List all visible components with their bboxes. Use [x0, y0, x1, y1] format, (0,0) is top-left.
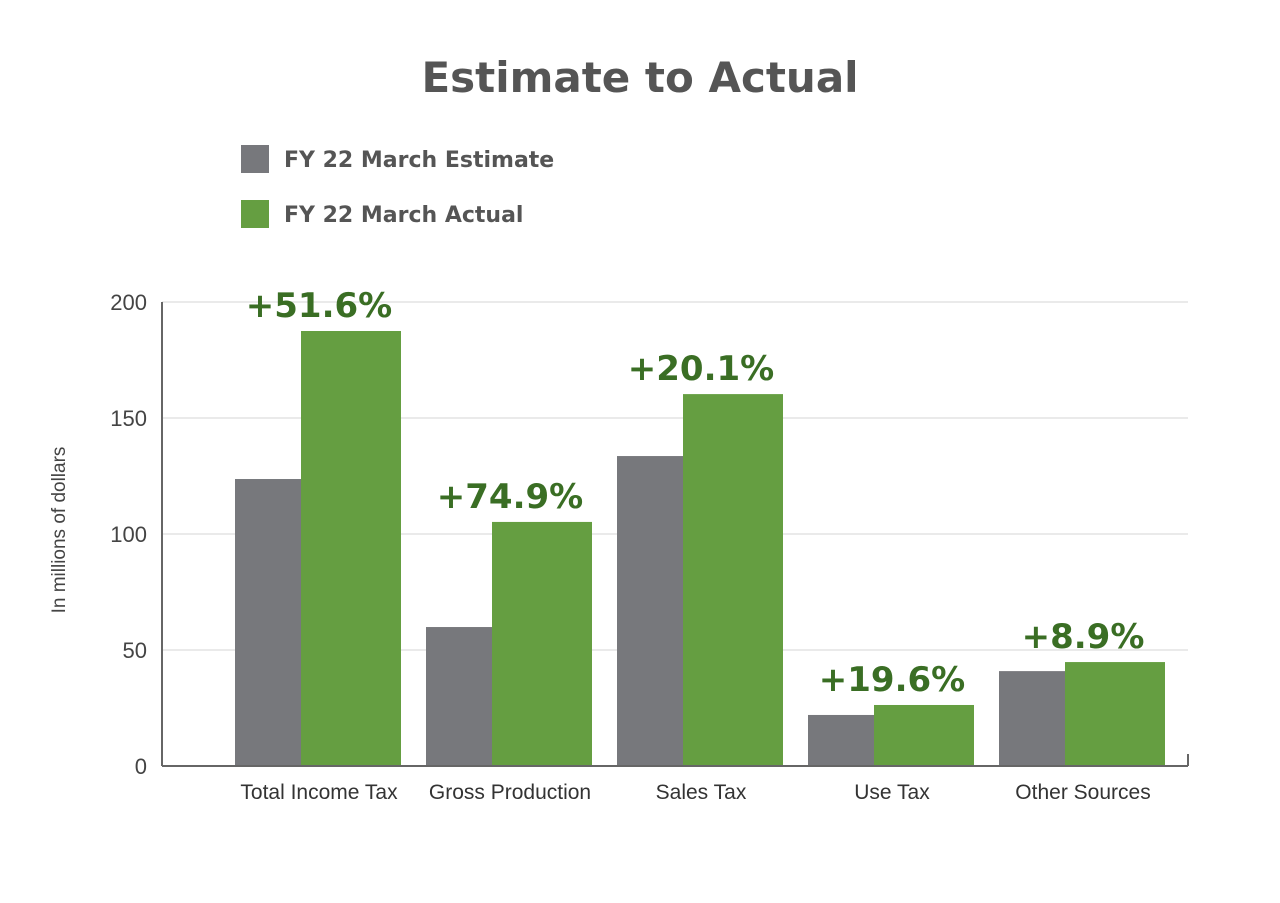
bar-estimate: [617, 456, 683, 766]
x-tick-label: Other Sources: [1015, 781, 1150, 804]
bar-actual: [492, 521, 592, 766]
bar-actual: [874, 704, 974, 766]
pct-change-label: +20.1%: [628, 349, 774, 389]
pct-change-label: +19.6%: [819, 660, 965, 700]
bar-actual: [1065, 662, 1165, 766]
bar-estimate: [999, 671, 1065, 766]
y-axis-label: In millions of dollars: [49, 447, 70, 614]
bar-estimate: [235, 479, 301, 766]
y-tick-label: 0: [135, 754, 147, 779]
bar-estimate: [426, 627, 492, 766]
legend-swatch-estimate: [241, 145, 269, 173]
pct-change-label: +74.9%: [437, 477, 583, 517]
x-tick-label: Sales Tax: [656, 781, 747, 804]
y-tick-label: 50: [123, 638, 147, 663]
x-tick-label: Total Income Tax: [240, 781, 398, 804]
pct-change-label: +51.6%: [246, 286, 392, 326]
y-tick-label: 200: [110, 290, 147, 315]
bar-actual: [683, 394, 783, 766]
x-tick-label: Use Tax: [854, 781, 930, 804]
legend-swatch-actual: [241, 200, 269, 228]
legend: FY 22 March Estimate FY 22 March Actual: [241, 145, 554, 228]
y-tick-label: 150: [110, 406, 147, 431]
legend-label-actual: FY 22 March Actual: [284, 203, 523, 228]
y-tick-label: 100: [110, 522, 147, 547]
chart-title: Estimate to Actual: [421, 53, 858, 102]
x-tick-label: Gross Production: [429, 781, 591, 804]
bar-actual: [301, 331, 401, 766]
pct-change-label: +8.9%: [1022, 617, 1145, 657]
bar-estimate: [808, 714, 874, 766]
legend-label-estimate: FY 22 March Estimate: [284, 148, 554, 173]
